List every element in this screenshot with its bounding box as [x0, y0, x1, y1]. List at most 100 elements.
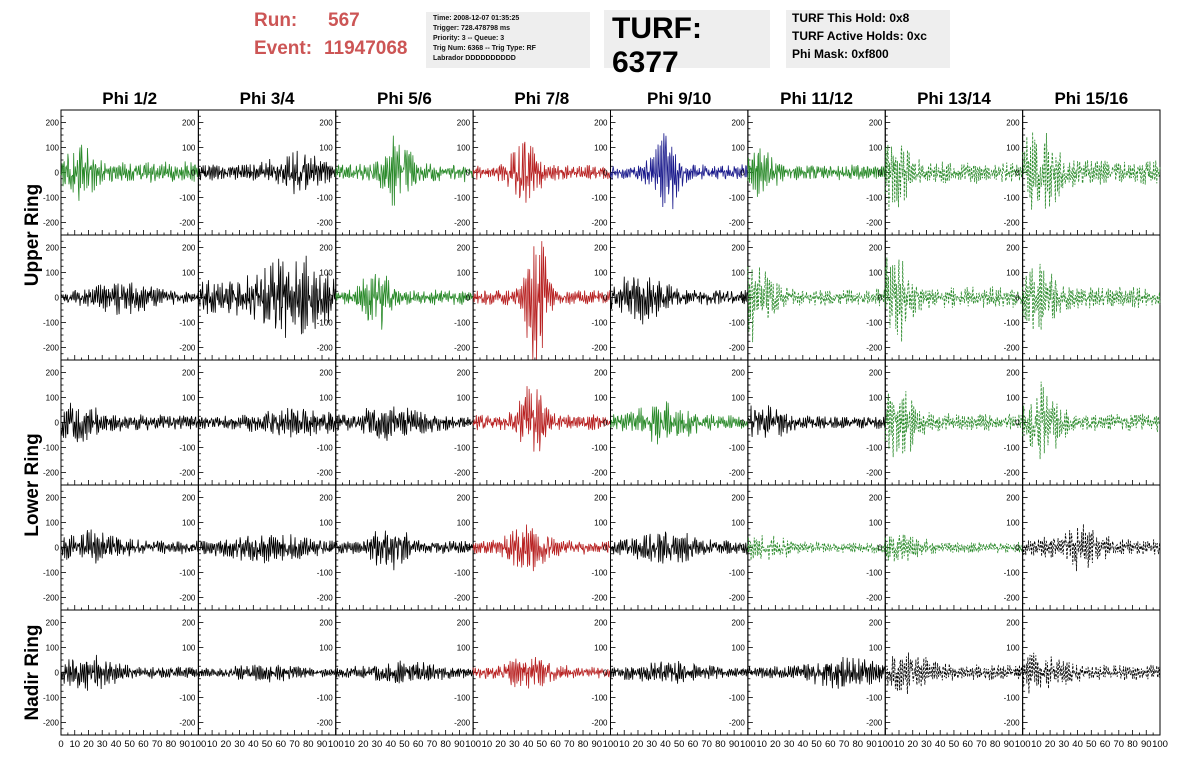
y-tick-label: -100: [317, 194, 334, 203]
x-tick-label: 70: [427, 739, 438, 750]
y-tick-label: -200: [454, 594, 471, 603]
y-tick-label: -200: [729, 219, 746, 228]
y-tick-label: 0: [55, 169, 60, 178]
y-tick-label: 100: [732, 519, 746, 528]
y-tick-label: -100: [866, 194, 883, 203]
x-tick-label: 10: [1031, 739, 1042, 750]
y-tick-label: -200: [1004, 469, 1021, 478]
y-tick-label: 200: [46, 619, 60, 628]
y-tick-label: 200: [182, 119, 196, 128]
y-tick-label: 200: [732, 494, 746, 503]
x-tick-label: 100: [740, 739, 756, 750]
y-tick-label: -200: [179, 219, 196, 228]
info-trigger: Trigger: 728.478798 ms: [433, 25, 511, 32]
x-tick-label: 10: [482, 739, 493, 750]
y-tick-label: -100: [729, 569, 746, 578]
y-tick-label: -200: [1004, 594, 1021, 603]
y-tick-label: 200: [182, 244, 196, 253]
waveform-trace: [747, 148, 886, 197]
waveform-trace: [60, 144, 199, 201]
y-tick-label: -100: [454, 694, 471, 703]
waveform-panel: 200 100 0 -100 -200: [43, 609, 199, 736]
y-tick-label: -100: [1004, 194, 1021, 203]
waveform-trace: [1022, 652, 1161, 694]
x-tick-label: 60: [138, 739, 149, 750]
y-tick-label: 200: [1006, 619, 1020, 628]
x-tick-label: 20: [1045, 739, 1056, 750]
y-tick-label: 100: [594, 144, 608, 153]
y-tick-label: 100: [457, 519, 471, 528]
y-tick-label: 200: [1006, 494, 1020, 503]
y-tick-label: 100: [457, 144, 471, 153]
waveform-panel: 200 100 0 -100 -200: [729, 609, 886, 736]
run-event-box: Run: 567 Event: 11947068: [248, 8, 424, 64]
turf-value: TURF: 6377: [612, 12, 702, 79]
y-tick-label: 200: [46, 369, 60, 378]
waveform-trace: [60, 282, 199, 315]
y-tick-label: -200: [454, 219, 471, 228]
waveform-trace: [472, 141, 611, 203]
x-tick-label: 60: [276, 739, 287, 750]
y-tick-label: -200: [454, 719, 471, 728]
y-tick-label: 0: [603, 169, 608, 178]
y-tick-label: -100: [454, 444, 471, 453]
waveform-panel: 200 100 0 -100 -200: [866, 109, 1024, 236]
column-header: Phi 7/8: [514, 89, 569, 108]
x-tick-label: 90: [1004, 739, 1015, 750]
x-tick-label: 80: [852, 739, 863, 750]
y-tick-label: 200: [869, 619, 883, 628]
waveform-trace: [335, 530, 474, 571]
x-tick-label: 20: [221, 739, 232, 750]
y-tick-label: -200: [43, 219, 60, 228]
y-tick-label: 100: [46, 394, 60, 403]
y-tick-label: -200: [591, 344, 608, 353]
x-tick-label: 90: [729, 739, 740, 750]
y-tick-label: -200: [43, 719, 60, 728]
waveform-trace: [884, 391, 1023, 458]
waveform-panel: 200 100 0 -100 -200: [43, 234, 199, 361]
x-tick-label: 20: [770, 739, 781, 750]
x-tick-label: 60: [688, 739, 699, 750]
y-tick-label: 100: [46, 519, 60, 528]
y-tick-label: 200: [457, 494, 471, 503]
y-tick-label: 0: [466, 544, 471, 553]
x-tick-label: 10: [207, 739, 218, 750]
waveform-panel: 200 100 0 -100 -200: [729, 109, 886, 236]
y-tick-label: 200: [869, 494, 883, 503]
y-tick-label: 100: [182, 394, 196, 403]
waveform-trace: [747, 535, 886, 561]
y-tick-label: -200: [317, 344, 334, 353]
y-tick-label: 0: [603, 544, 608, 553]
waveform-trace: [60, 529, 199, 564]
y-tick-label: 0: [55, 419, 60, 428]
x-tick-label: 10: [619, 739, 630, 750]
waveform-trace: [884, 652, 1023, 695]
y-tick-label: 100: [457, 644, 471, 653]
x-tick-label: 40: [385, 739, 396, 750]
turf-hold-box: TURF This Hold: 0x8 TURF Active Holds: 0…: [786, 10, 950, 68]
y-tick-label: 0: [328, 294, 333, 303]
x-tick-label: 90: [591, 739, 602, 750]
waveform-panel: 200 100 0 -100 -200: [43, 109, 199, 236]
y-tick-label: 100: [869, 644, 883, 653]
y-tick-label: 0: [55, 669, 60, 678]
y-tick-label: 0: [878, 169, 883, 178]
y-tick-label: 200: [732, 619, 746, 628]
column-header: Phi 15/16: [1054, 89, 1128, 108]
y-tick-label: -100: [43, 569, 60, 578]
y-tick-label: 200: [182, 494, 196, 503]
waveform-panel: 200 100 0 -100 -200: [729, 484, 886, 611]
y-tick-label: 0: [328, 669, 333, 678]
y-tick-label: 0: [1015, 544, 1020, 553]
y-tick-label: -100: [866, 444, 883, 453]
waveform-panel: 200 100 0 -100 -200: [591, 609, 749, 736]
y-tick-label: -100: [591, 694, 608, 703]
y-tick-label: 0: [55, 544, 60, 553]
y-tick-label: -200: [317, 719, 334, 728]
y-tick-label: 0: [466, 669, 471, 678]
y-tick-label: 100: [869, 269, 883, 278]
waveform-panel: 200 100 0 -100 -200: [1004, 234, 1161, 361]
waveform-trace: [197, 408, 337, 438]
y-tick-label: 0: [466, 419, 471, 428]
x-tick-label: 60: [413, 739, 424, 750]
